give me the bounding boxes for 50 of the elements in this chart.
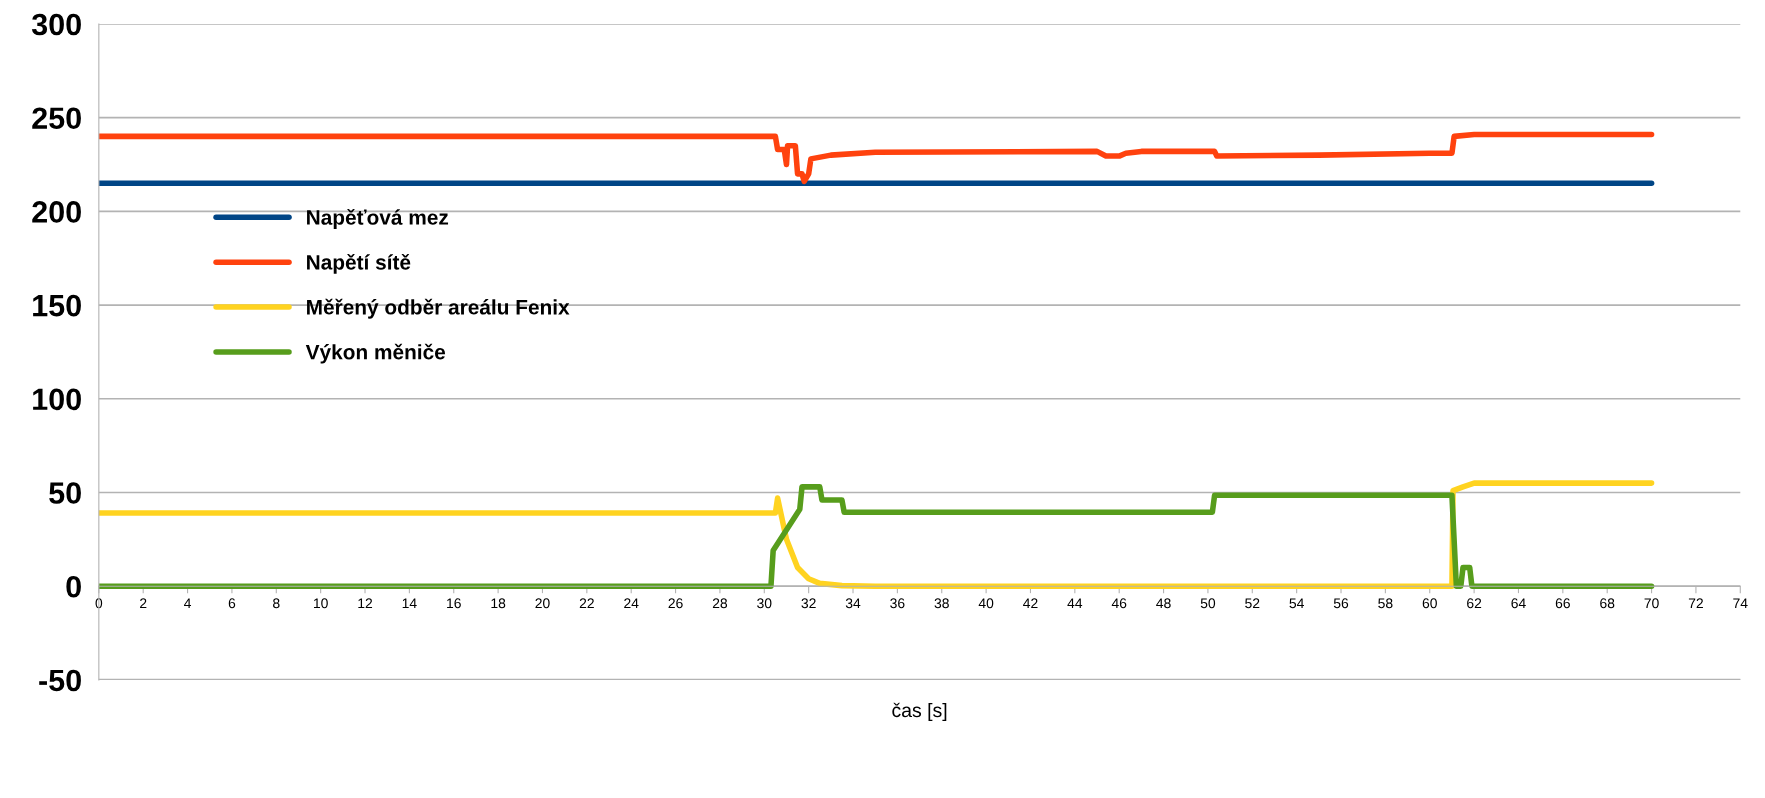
legend-label: Výkon měniče <box>305 343 446 364</box>
legend-label: Napěťová mez <box>307 209 449 229</box>
x-tick-label: 16 <box>447 598 461 609</box>
x-tick-label: 48 <box>1156 598 1171 609</box>
y-tick-label: 50 <box>49 482 81 504</box>
x-tick-label: 36 <box>890 598 905 609</box>
x-tick-label: 26 <box>668 598 683 609</box>
x-tick-label: 60 <box>1422 598 1437 609</box>
x-tick-label: 50 <box>1200 598 1216 609</box>
x-tick-label: 8 <box>273 598 280 609</box>
x-tick-label: 40 <box>978 598 994 609</box>
x-tick-label: 18 <box>491 598 506 609</box>
x-tick-label: 46 <box>1111 598 1127 609</box>
x-tick-label: 32 <box>801 598 816 609</box>
x-tick-label: 4 <box>184 598 192 609</box>
y-tick-label: 300 <box>31 13 81 36</box>
x-tick-label: 74 <box>1733 598 1748 609</box>
y-tick-label: 200 <box>32 201 81 223</box>
x-tick-label: 6 <box>228 598 236 609</box>
x-tick-label: 2 <box>140 598 147 609</box>
x-tick-label: 64 <box>1511 598 1526 609</box>
legend-label: Měřený odběr areálu Fenix <box>307 298 570 319</box>
x-tick-label: 38 <box>934 598 949 609</box>
x-tick-label: 14 <box>402 598 417 609</box>
x-tick-label: 0 <box>95 598 103 609</box>
x-tick-label: 24 <box>624 598 639 609</box>
x-tick-label: 34 <box>845 598 861 609</box>
y-tick-label: 250 <box>32 107 81 130</box>
x-tick-label: 44 <box>1067 598 1083 609</box>
y-tick-label: 100 <box>33 388 81 411</box>
x-axis-title: čas [s] <box>892 702 947 722</box>
x-tick-label: 58 <box>1378 598 1393 609</box>
x-tick-label: 54 <box>1289 598 1304 609</box>
x-tick-label: 52 <box>1245 598 1260 609</box>
x-tick-label: 70 <box>1644 598 1659 609</box>
y-tick-label: 150 <box>33 294 81 317</box>
x-tick-label: 10 <box>313 598 328 609</box>
x-tick-label: 28 <box>712 598 728 609</box>
x-tick-label: 30 <box>757 598 772 609</box>
x-tick-label: 42 <box>1023 598 1038 609</box>
legend-label: Napětí sítě <box>307 253 411 274</box>
x-tick-label: 72 <box>1688 598 1703 609</box>
x-tick-label: 56 <box>1333 598 1349 609</box>
x-tick-label: 62 <box>1467 598 1482 609</box>
y-tick-label: -50 <box>39 669 81 692</box>
x-tick-label: 20 <box>535 598 550 609</box>
x-tick-label: 22 <box>579 598 594 609</box>
x-tick-label: 68 <box>1600 598 1615 609</box>
x-tick-label: 66 <box>1555 598 1570 609</box>
x-tick-label: 12 <box>358 598 373 609</box>
